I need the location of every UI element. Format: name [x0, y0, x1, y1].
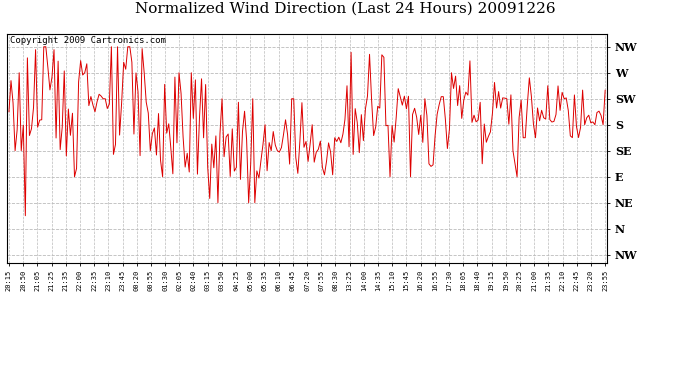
- Text: Normalized Wind Direction (Last 24 Hours) 20091226: Normalized Wind Direction (Last 24 Hours…: [135, 2, 555, 16]
- Text: Copyright 2009 Cartronics.com: Copyright 2009 Cartronics.com: [10, 36, 166, 45]
